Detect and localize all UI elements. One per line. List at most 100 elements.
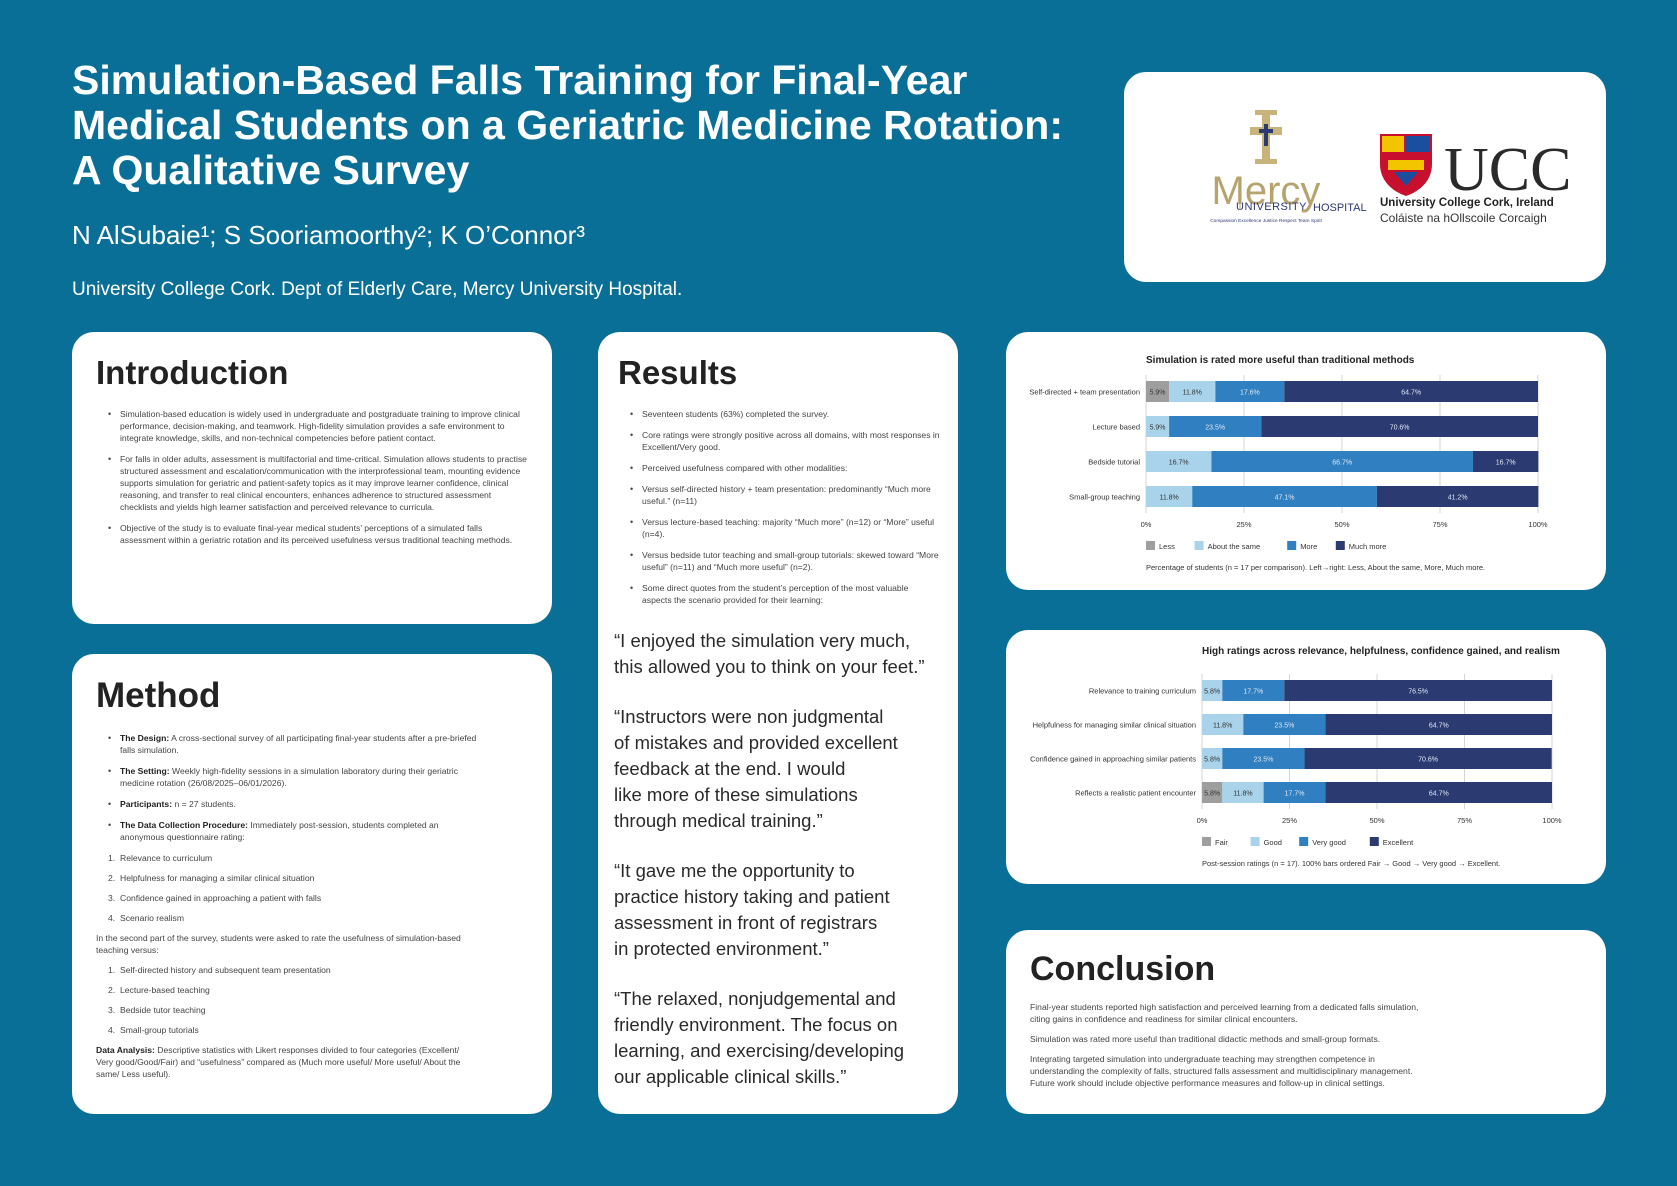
poster-title: Simulation-Based Falls Training for Fina… <box>72 57 1063 193</box>
data-label: 16.7% <box>1496 460 1516 467</box>
usefulness-chart-card: Simulation is rated more useful than tra… <box>1006 332 1606 590</box>
category-label: Self-directed + team presentation <box>1029 388 1140 397</box>
rating-items: 1. Relevance to curriculum 2. Helpfulness … <box>96 852 528 924</box>
mercy-logo: Mercy UNIVERSITY HOSPITAL Compassion Exc… <box>1210 110 1367 224</box>
category-label: Confidence gained in approaching similar… <box>1030 755 1196 764</box>
rating-item: 1. Relevance to curriculum <box>108 853 213 863</box>
legend-swatch <box>1250 837 1260 846</box>
category-label: Lecture based <box>1092 423 1140 432</box>
bar-segment <box>1211 451 1473 472</box>
bar-segment <box>1222 748 1305 769</box>
tick-label: 25% <box>1236 520 1251 529</box>
category-label: Bedside tutorial <box>1088 458 1140 467</box>
tick-label: 0% <box>1197 816 1208 825</box>
data-label: 5.9% <box>1150 390 1166 397</box>
mercy-university: UNIVERSITY <box>1236 201 1307 213</box>
data-label: 76.5% <box>1408 689 1428 696</box>
quotes: “I enjoyed the simulation very much, thi… <box>614 628 936 1090</box>
conclusion-body: Final-year students reported high satisf… <box>1030 1001 1430 1089</box>
legend-label: Good <box>1264 838 1282 847</box>
introduction-bullet: Objective of the study is to evaluate fi… <box>108 522 528 546</box>
introduction-card: Introduction Simulation-based education … <box>72 332 552 624</box>
mercy-hospital: HOSPITAL <box>1313 202 1367 214</box>
results-heading: Results <box>618 354 738 391</box>
ucc-crest-icon <box>1380 134 1432 196</box>
results-bullet: Perceived usefulness compared with other… <box>630 462 940 474</box>
data-label: 17.7% <box>1243 689 1263 696</box>
data-label: 23.5% <box>1274 723 1294 730</box>
legend-swatch <box>1287 541 1297 550</box>
tick-label: 0% <box>1141 520 1152 529</box>
method-bullet: Participants: n = 27 students. <box>108 798 478 810</box>
data-analysis: Data Analysis: Descriptive statistics wi… <box>96 1045 461 1079</box>
data-label: 17.6% <box>1240 390 1260 397</box>
usefulness-chart: Simulation is rated more useful than tra… <box>1029 355 1548 572</box>
legend-label: Very good <box>1312 838 1346 847</box>
bar-segment <box>1222 782 1264 803</box>
bar-segment <box>1202 748 1223 769</box>
legend-swatch <box>1194 541 1204 550</box>
bar-segment <box>1243 714 1326 735</box>
data-label: 16.7% <box>1169 460 1189 467</box>
category-label: Reflects a realistic patient encounter <box>1075 789 1196 798</box>
tick-label: 100% <box>1542 816 1562 825</box>
method-heading: Method <box>96 676 221 715</box>
data-label: 5.8% <box>1204 689 1220 696</box>
category-label: Small-group teaching <box>1069 493 1140 502</box>
bar-segment <box>1325 714 1552 735</box>
compare-items: 1. Self-directed history and subsequent t… <box>96 964 528 1036</box>
student-quote: “It gave me the opportunity to practice … <box>614 860 890 959</box>
legend-swatch <box>1335 541 1345 550</box>
bar-segment <box>1261 416 1538 437</box>
bar-segment <box>1192 486 1377 507</box>
data-label: 47.1% <box>1275 495 1295 502</box>
bar-segment <box>1215 381 1285 402</box>
rating-item: 3. Confidence gained in approaching a pat… <box>108 893 322 903</box>
cross-icon <box>1250 110 1282 164</box>
data-label: 5.9% <box>1150 425 1166 432</box>
introduction-list: Simulation-based education is widely use… <box>96 408 528 546</box>
conclusion-paragraph: Integrating targeted simulation into und… <box>1030 1054 1413 1088</box>
legend-swatch <box>1146 541 1155 550</box>
results-bullet: Core ratings were strongly positive acro… <box>630 429 940 453</box>
data-label: 66.7% <box>1332 460 1352 467</box>
authors: N AlSubaie¹; S Sooriamoorthy²; K O’Conno… <box>72 220 585 250</box>
legend-label: Excellent <box>1383 838 1414 847</box>
bar-segment <box>1284 381 1538 402</box>
bar-segment <box>1146 416 1170 437</box>
ucc-logo: UCC University College Cork, Ireland Col… <box>1380 134 1571 225</box>
compare-item: 3. Bedside tutor teaching <box>108 1005 206 1015</box>
rating-item: 4. Scenario realism <box>108 913 184 923</box>
bar-segment <box>1146 451 1212 472</box>
bar-segment <box>1202 782 1223 803</box>
results-bullet: Versus self-directed history + team pres… <box>630 483 940 507</box>
bar-segment <box>1304 748 1552 769</box>
data-label: 11.8% <box>1213 723 1232 730</box>
legend-label: About the same <box>1208 542 1261 551</box>
results-bullet: Versus lecture-based teaching: majority … <box>630 516 940 540</box>
data-label: 70.6% <box>1390 425 1410 432</box>
results-list: Seventeen students (63%) completed the s… <box>618 408 940 606</box>
legend-swatch <box>1369 837 1379 846</box>
mercy-word: Mercy <box>1212 169 1321 213</box>
legend-label: Less <box>1159 542 1175 551</box>
tick-label: 75% <box>1457 816 1472 825</box>
method-bullet: The Data Collection Procedure: Immediate… <box>108 819 478 843</box>
affiliation: University College Cork. Dept of Elderly… <box>72 279 683 300</box>
bar-segment <box>1146 486 1193 507</box>
data-label: 70.6% <box>1418 757 1438 764</box>
bar-segment <box>1202 680 1223 701</box>
tick-label: 50% <box>1369 816 1384 825</box>
method-bullet: The Design: A cross-sectional survey of … <box>108 732 478 756</box>
results-bullet: Some direct quotes from the student’s pe… <box>630 582 940 606</box>
legend-label: Fair <box>1215 838 1228 847</box>
results-card: Results Seventeen students (63%) complet… <box>598 332 958 1114</box>
chart-note: Percentage of students (n = 17 per compa… <box>1146 563 1485 572</box>
bar-segment <box>1222 680 1285 701</box>
student-quote: “Instructors were non judgmental of mist… <box>614 706 898 831</box>
data-label: 17.7% <box>1285 791 1305 798</box>
bar-segment <box>1146 381 1170 402</box>
tick-label: 100% <box>1528 520 1548 529</box>
data-label: 11.8% <box>1183 390 1202 397</box>
data-label: 11.8% <box>1233 791 1252 798</box>
